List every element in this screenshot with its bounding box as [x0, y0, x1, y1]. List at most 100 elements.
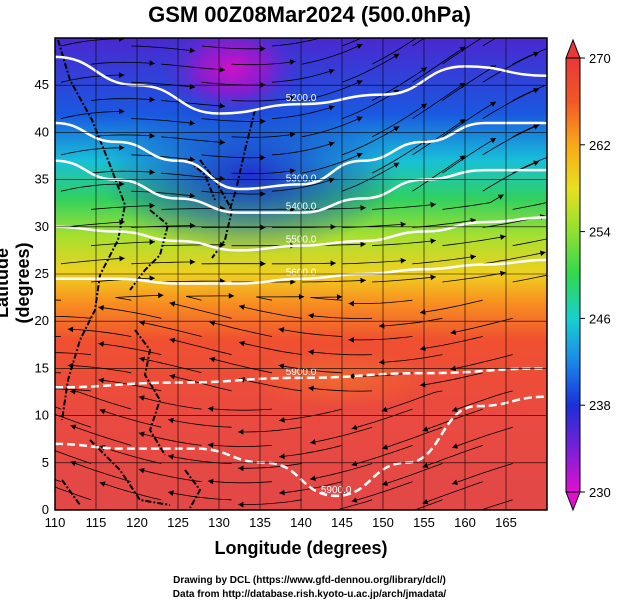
- streamline-arrow: [278, 363, 285, 369]
- streamline-arrow: [119, 38, 125, 42]
- streamline: [341, 126, 400, 156]
- streamline-arrow: [219, 103, 225, 109]
- streamline: [161, 100, 226, 107]
- streamline-arrow: [67, 326, 74, 333]
- streamline-arrow: [119, 144, 125, 151]
- streamline-arrow: [189, 156, 196, 163]
- streamline: [131, 154, 196, 161]
- streamline-arrow: [31, 441, 37, 446]
- streamline: [161, 136, 226, 143]
- streamline: [271, 142, 335, 156]
- lon-tick-label: 135: [249, 515, 271, 530]
- streamline-arrow: [219, 66, 225, 73]
- streamline: [341, 38, 363, 47]
- streamline: [419, 372, 483, 386]
- streamline-arrow: [260, 191, 266, 197]
- streamline-arrow: [207, 478, 214, 485]
- streamline-arrow: [138, 431, 145, 438]
- streamline: [351, 481, 413, 502]
- streamline: [55, 450, 92, 464]
- streamline-arrow: [533, 88, 540, 94]
- streamline-arrow: [308, 385, 314, 392]
- streamline-arrow: [98, 377, 104, 384]
- streamline: [90, 98, 155, 101]
- streamline: [70, 461, 132, 483]
- streamline: [239, 378, 302, 392]
- lon-tick-label: 125: [167, 515, 189, 530]
- streamline: [98, 306, 162, 319]
- streamline: [442, 272, 506, 283]
- streamline: [308, 314, 373, 319]
- streamline-arrow: [360, 205, 366, 211]
- lat-tick-label: 15: [35, 360, 49, 375]
- streamline-arrow: [393, 17, 399, 22]
- streamline: [333, 499, 373, 510]
- streamline: [60, 183, 125, 192]
- streamline-arrow: [452, 443, 458, 449]
- streamline: [161, 172, 226, 180]
- streamline: [201, 118, 266, 122]
- colorbar-tick-label: 270: [589, 51, 611, 66]
- streamline: [413, 499, 443, 510]
- lon-tick-label: 155: [413, 515, 435, 530]
- streamline: [308, 387, 373, 392]
- streamline-arrow: [209, 320, 216, 326]
- streamline-arrow: [149, 202, 155, 209]
- streamline: [55, 413, 92, 428]
- streamline: [482, 160, 540, 192]
- streamline: [256, 296, 305, 301]
- streamline: [442, 194, 504, 210]
- wind-streamlines: [0, 10, 547, 510]
- height-contour: [55, 395, 547, 498]
- lon-tick-label: 110: [45, 515, 66, 530]
- streamline-arrow: [149, 60, 155, 66]
- streamline-arrow: [400, 221, 406, 228]
- streamline-arrow: [0, 388, 6, 394]
- streamline: [98, 343, 162, 355]
- colorbar: 230 238 246 254 262 270: [565, 38, 611, 512]
- streamline-arrow: [450, 329, 457, 335]
- streamline: [239, 341, 302, 355]
- streamline: [278, 364, 343, 374]
- streamline-arrow: [260, 45, 266, 52]
- streamline: [301, 279, 366, 283]
- streamline: [169, 338, 232, 355]
- streamline: [512, 238, 547, 247]
- streamline: [371, 103, 428, 138]
- streamline-arrow: [351, 460, 358, 467]
- streamline: [381, 463, 443, 486]
- streamline: [231, 169, 296, 174]
- streamline: [231, 133, 296, 138]
- streamline-arrow: [328, 177, 335, 184]
- lon-tick-labels: 110 115 120 125 130 135 140 145 150 155 160 165: [45, 515, 517, 530]
- streamline: [271, 38, 322, 47]
- streamline-arrow: [119, 255, 125, 262]
- streamline: [231, 60, 296, 66]
- streamline-arrow: [460, 10, 466, 15]
- streamline: [378, 354, 443, 363]
- streamline-arrow: [168, 490, 174, 496]
- streamline: [301, 116, 363, 138]
- streamline-arrow: [279, 453, 285, 460]
- streamline-arrow: [99, 481, 106, 487]
- streamline-arrow: [70, 424, 77, 430]
- streamline: [310, 463, 373, 480]
- streamline-arrow: [149, 275, 155, 282]
- streamline: [512, 201, 547, 210]
- streamline-arrow: [168, 417, 174, 424]
- streamline: [238, 463, 302, 469]
- streamline: [482, 88, 540, 119]
- streamline-arrow: [360, 277, 366, 284]
- lon-tick-label: 115: [86, 515, 107, 530]
- lon-tick-label: 140: [290, 515, 312, 530]
- streamline-arrow: [356, 152, 363, 158]
- streamline: [412, 38, 426, 47]
- streamline-arrow: [290, 279, 296, 285]
- streamline-arrow: [228, 293, 235, 299]
- streamline: [442, 137, 497, 174]
- streamline-arrow: [400, 257, 406, 264]
- contour-label: 5900.0: [321, 485, 352, 496]
- streamline-arrow: [310, 475, 316, 481]
- streamline-arrow: [490, 29, 496, 34]
- streamline: [131, 45, 196, 52]
